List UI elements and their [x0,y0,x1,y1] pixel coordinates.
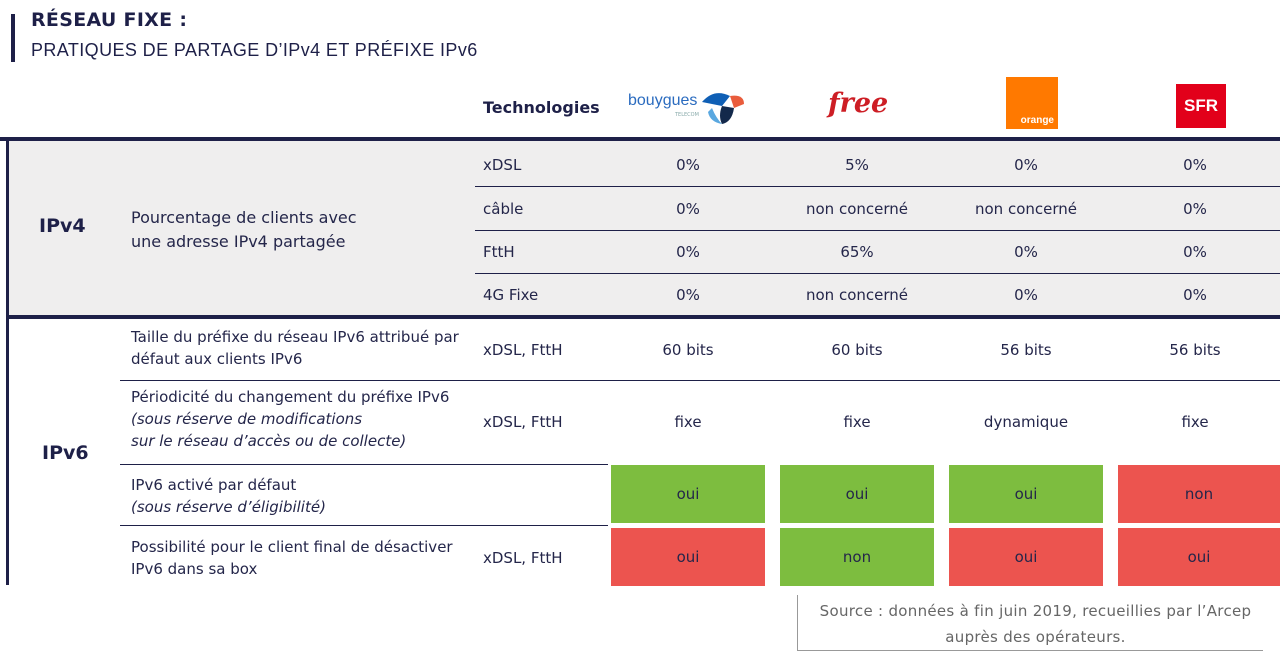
ipv4-row-tech: 4G Fixe [483,286,539,304]
ipv6-description-line: sur le réseau d’accès ou de collecte) [131,432,407,450]
ipv6-cell: 60 bits [831,341,883,359]
ipv6-status-cell: oui [611,465,765,523]
bouygues-logo: bouygues TELECOM [626,86,746,128]
ipv6-row-tech: xDSL, FttH [483,413,563,431]
ipv4-cell: non concerné [974,200,1077,218]
source-frame [797,595,1263,651]
ipv4-cell: 0% [1183,200,1207,218]
bouygues-bird-icon [702,93,744,124]
ipv6-status-cell: oui [1118,528,1280,586]
ipv4-cell: non concerné [805,286,908,304]
ipv4-cell: 65% [840,243,874,261]
ipv6-cell: fixe [674,413,702,431]
ipv4-cell: non concerné [805,200,908,218]
row-divider [120,525,608,526]
row-divider [475,230,1280,231]
ipv4-cell: 0% [676,156,700,174]
section-divider [6,315,1280,319]
ipv6-cell: 60 bits [662,341,714,359]
ipv6-description-line: IPv6 dans sa box [131,560,258,578]
source-note: Source : données à fin juin 2019, recuei… [808,598,1263,650]
ipv4-cell: 0% [1014,156,1038,174]
header-divider [0,137,1280,141]
ipv6-row-tech: xDSL, FttH [483,341,563,359]
page-subtitle: PRATIQUES DE PARTAGE D’IPv4 ET PRÉFIXE I… [31,40,478,60]
table-left-border [6,141,9,585]
ipv6-description-line: (sous réserve d’éligibilité) [131,498,326,516]
bouygues-logo-subtext: TELECOM [675,112,699,118]
bouygues-logo-text: bouygues [628,92,698,109]
ipv4-cell: 0% [1183,156,1207,174]
ipv4-cell: 0% [1014,286,1038,304]
ipv4-cell: 0% [676,286,700,304]
ipv6-cell: dynamique [983,413,1069,431]
ipv6-cell: fixe [843,413,871,431]
ipv4-row-tech: xDSL [483,156,522,174]
orange-logo-text: orange [1020,115,1054,126]
orange-logo: orange [1006,77,1058,129]
ipv4-description-line: Pourcentage de clients avec [131,208,357,227]
technologies-header: Technologies [483,98,600,117]
ipv4-cell: 0% [676,243,700,261]
ipv6-label: IPv6 [42,442,89,464]
title-accent-bar [11,14,15,62]
ipv4-section-background [6,141,1280,315]
ipv6-row-description: Possibilité pour le client final de désa… [131,536,453,580]
page-title: RÉSEAU FIXE : [31,9,188,31]
ipv6-row-description: IPv6 activé par défaut (sous réserve d’é… [131,474,326,518]
ipv4-row-tech: FttH [483,243,515,261]
ipv6-row-tech: xDSL, FttH [483,549,563,567]
ipv6-description-line: IPv6 activé par défaut [131,476,297,494]
ipv4-cell: 0% [1014,243,1038,261]
ipv6-status-cell: oui [780,465,934,523]
ipv6-status-cell: oui [949,528,1103,586]
ipv6-description-line: Possibilité pour le client final de désa… [131,538,453,556]
ipv4-description: Pourcentage de clients avec une adresse … [131,206,357,254]
ipv4-cell: 0% [1183,243,1207,261]
sfr-logo: SFR [1176,84,1226,128]
source-line: Source : données à fin juin 2019, recuei… [819,602,1252,620]
ipv4-row-tech: câble [483,200,524,218]
ipv6-row-description: Taille du préfixe du réseau IPv6 attribu… [131,326,459,370]
ipv4-label: IPv4 [39,215,86,237]
ipv4-cell: 0% [676,200,700,218]
row-divider [120,380,1280,381]
ipv6-cell: 56 bits [1000,341,1052,359]
free-logo: free [828,88,889,119]
row-divider [475,273,1280,274]
ipv6-description-line: (sous réserve de modifications [131,410,363,428]
ipv6-status-cell: oui [611,528,765,586]
source-line: auprès des opérateurs. [945,628,1126,646]
row-divider [120,464,608,465]
ipv6-status-cell: non [780,528,934,586]
ipv6-cell: 56 bits [1169,341,1221,359]
ipv6-status-cell: non [1118,465,1280,523]
ipv6-status-cell: oui [949,465,1103,523]
row-divider [475,186,1280,187]
ipv4-description-line: une adresse IPv4 partagée [131,232,346,251]
ipv4-cell: 0% [1183,286,1207,304]
ipv6-cell: fixe [1181,413,1209,431]
ipv4-cell: 5% [845,156,869,174]
ipv6-row-description: Périodicité du changement du préfixe IPv… [131,386,449,452]
ipv6-description-line: Périodicité du changement du préfixe IPv… [131,388,450,406]
ipv6-description-line: défaut aux clients IPv6 [131,350,303,368]
ipv6-description-line: Taille du préfixe du réseau IPv6 attribu… [131,328,459,346]
